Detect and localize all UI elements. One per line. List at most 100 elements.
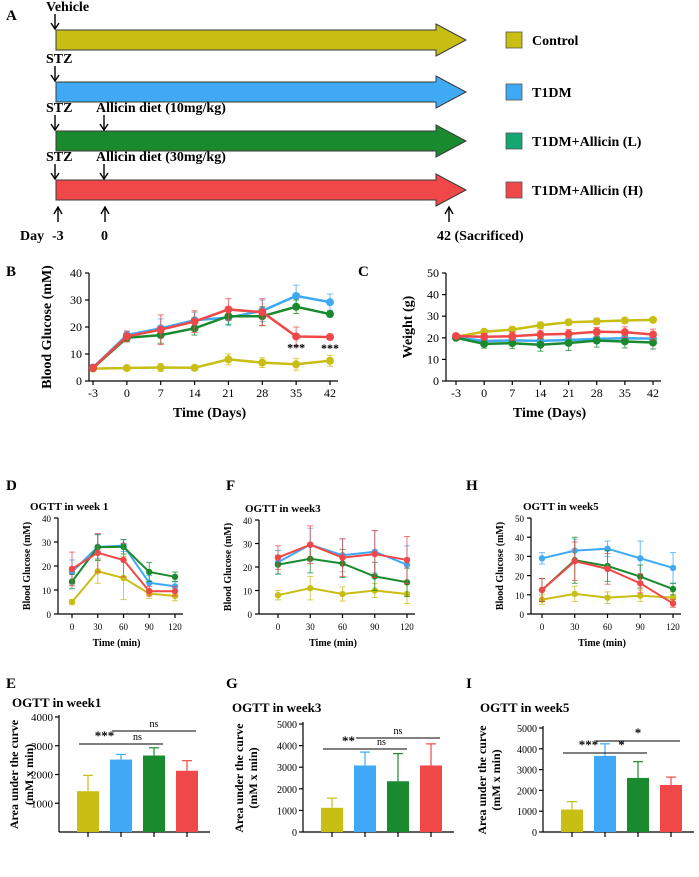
data-point <box>452 332 460 341</box>
down-arrowhead-icon <box>50 172 60 181</box>
data-point <box>637 592 644 599</box>
chart-title: OGTT in week3 <box>232 700 322 715</box>
series-line-1 <box>455 318 654 338</box>
significance-label: ** <box>342 733 355 748</box>
x-tick-label: 35 <box>619 386 631 400</box>
y-tick-label: 1000 <box>31 798 54 810</box>
x-tick-label: 90 <box>145 622 155 632</box>
line-chart-c: 0 10 20 30 40 50 -3 0 7 14 21 28 35 42 Time (Days) Weig… <box>401 266 661 421</box>
x-tick-label: 0 <box>276 622 281 632</box>
x-tick-label: 35 <box>290 386 302 400</box>
diet-label: Allicin diet (30mg/kg) <box>96 150 226 165</box>
legend-swatch <box>505 181 523 199</box>
data-point <box>649 338 657 347</box>
down-arrowhead-icon <box>50 74 60 83</box>
x-tick-label: 60 <box>603 622 613 632</box>
significance-annotation: *** <box>287 340 305 354</box>
panel-letter-f: F <box>226 478 235 494</box>
data-point <box>564 318 573 327</box>
y-tick-label: 0 <box>292 828 297 839</box>
x-axis-label: Time (min) <box>578 638 626 649</box>
data-point <box>190 317 199 326</box>
bar-3 <box>143 755 165 832</box>
y-tick-label: 4000 <box>277 742 297 753</box>
data-point <box>604 565 611 573</box>
significance-label: * <box>635 725 642 740</box>
down-arrowhead-icon <box>50 22 60 31</box>
data-point <box>146 588 153 595</box>
series-line-2 <box>92 294 331 369</box>
y-tick-label: 0 <box>76 374 82 388</box>
y-tick-label: 2000 <box>277 785 297 796</box>
y-tick-label: 3000 <box>31 741 54 753</box>
y-tick-label: 30 <box>427 309 439 323</box>
legend-swatch <box>505 132 523 150</box>
y-tick-label: 40 <box>515 533 525 543</box>
down-arrowhead-icon <box>50 123 60 132</box>
data-point <box>371 550 378 558</box>
x-tick-label: 120 <box>400 622 414 632</box>
timeline-arrow-4 <box>55 173 468 207</box>
x-tick-label: 7 <box>509 386 515 400</box>
data-point <box>536 330 545 339</box>
y-tick-label: 50 <box>515 514 525 524</box>
y-tick-label: 0 <box>532 828 537 839</box>
data-point <box>326 310 334 319</box>
arrow-start-label: Vehicle <box>46 0 89 15</box>
chart-title: OGTT in week 1 <box>30 501 108 513</box>
x-tick-label: 14 <box>189 386 201 400</box>
data-point <box>258 308 267 317</box>
data-point <box>190 363 199 372</box>
timeline-diet-label: 0 <box>101 229 108 244</box>
legend-label: Control <box>532 34 579 49</box>
arrow-start-label: STZ <box>46 150 72 165</box>
x-tick-label: 30 <box>306 622 316 632</box>
y-tick-label: 40 <box>243 516 253 526</box>
significance-label: ns <box>150 719 159 730</box>
data-point <box>649 315 657 324</box>
data-point <box>508 339 517 348</box>
panel-letter-i: I <box>466 676 472 692</box>
x-axis-label: Time (Days) <box>173 406 247 421</box>
y-tick-label: 4000 <box>517 745 537 756</box>
data-point <box>564 329 573 338</box>
x-tick-label: -3 <box>451 386 461 400</box>
significance-label: ns <box>133 732 142 743</box>
y-tick-label: 40 <box>42 514 52 524</box>
chart-title: OGTT in week1 <box>12 695 101 710</box>
data-point <box>339 554 346 561</box>
bar-2 <box>110 759 132 832</box>
series-line-3 <box>455 336 654 346</box>
schematic-panel: Vehicle STZ STZ Allicin diet (10mg/kg) STZ Al… <box>20 0 643 244</box>
bar-4 <box>420 765 442 832</box>
y-tick-label: 0 <box>520 610 525 620</box>
data-point <box>592 336 601 345</box>
data-point <box>68 565 76 573</box>
x-axis-label: Time (min) <box>93 638 141 649</box>
x-tick-label: 42 <box>647 386 659 400</box>
data-point <box>224 305 233 314</box>
line-chart-h: 0 10 20 30 40 50 0 30 60 90 120 Time (min) Blood Glu… <box>495 501 681 649</box>
data-point <box>292 302 301 311</box>
data-point <box>156 363 165 372</box>
x-tick-label: 0 <box>124 386 130 400</box>
data-point <box>258 358 267 367</box>
panel-letter-c: C <box>358 264 369 280</box>
data-point <box>669 564 677 572</box>
chart-title: OGTT in week3 <box>245 503 321 515</box>
data-point <box>620 337 629 346</box>
y-tick-label: 0 <box>248 610 253 620</box>
series-line-1 <box>92 358 331 370</box>
timeline-arrow-1 <box>55 23 468 57</box>
data-point <box>224 355 233 364</box>
data-point <box>620 328 629 337</box>
data-point <box>156 325 165 334</box>
legend-label: T1DM+Allicin (H) <box>532 184 643 199</box>
x-tick-label: -3 <box>88 386 98 400</box>
x-tick-label: 14 <box>534 386 546 400</box>
y-axis-label: Blood Glucose (mM) <box>40 265 55 389</box>
x-tick-label: 0 <box>481 386 487 400</box>
